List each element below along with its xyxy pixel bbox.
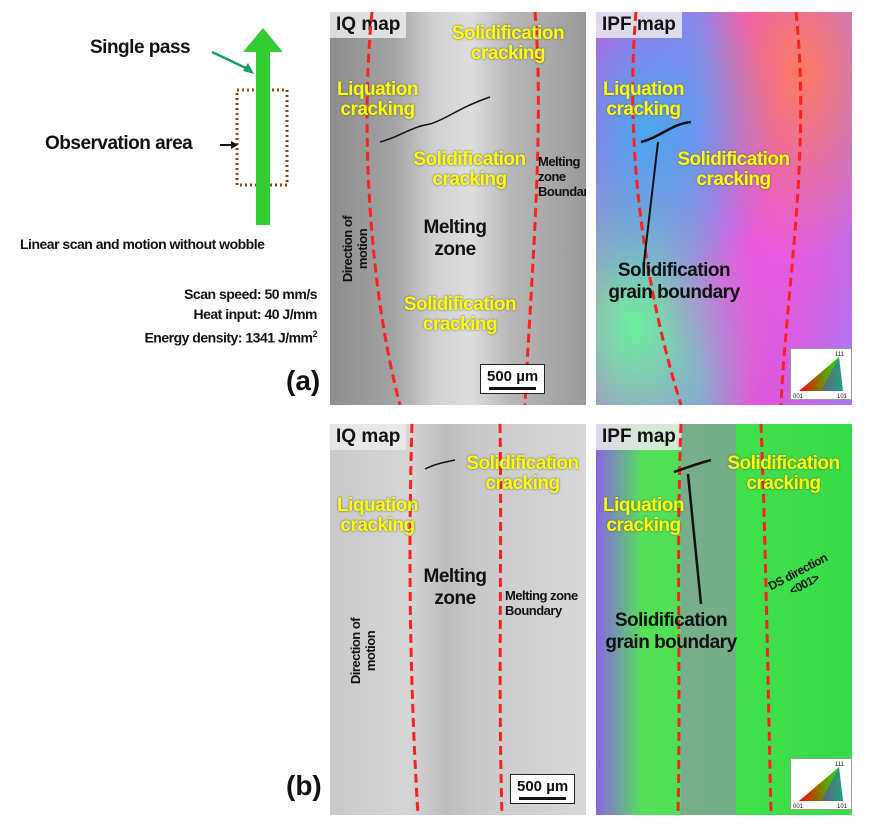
panel-b-iq-map: IQ map Solidification cracking Liquation… <box>330 424 586 815</box>
energy-density-value: Energy density: 1341 J/mm <box>144 329 313 346</box>
legend-101: 101 <box>837 394 848 399</box>
panel-b-label: (b) <box>286 770 322 801</box>
legend-111: 111 <box>835 352 845 358</box>
solidification-cracking-label: Solidification cracking <box>466 453 579 494</box>
fusion-lines <box>673 424 773 815</box>
boundary-label: Melting zone Boundary <box>505 588 578 618</box>
grain-boundary-label: Solidification grain boundary <box>605 610 737 653</box>
panel-a-label: (a) <box>286 365 321 396</box>
parameters: Scan speed: 50 mm/s Heat input: 40 J/mm … <box>144 284 317 348</box>
iq-map-title: IQ map <box>330 12 407 38</box>
solidification-cracking-label: Solidification cracking <box>677 149 790 190</box>
ipf-color-legend: 111 001 101 <box>790 758 852 810</box>
grain-boundary-label: Solidification grain boundary <box>608 260 740 303</box>
solidification-cracking-label: Solidification cracking <box>403 294 517 335</box>
liquation-cracking-label: Liquation cracking <box>603 79 684 120</box>
boundary-label: Melting zone Boundary <box>538 154 586 199</box>
direction-of-motion-label: Direction of motion <box>340 215 370 283</box>
liquation-cracking-label: Liquation cracking <box>337 495 418 536</box>
fusion-lines <box>631 12 803 405</box>
legend-101: 101 <box>837 804 848 809</box>
legend-001: 001 <box>793 804 804 809</box>
panel-b-ipf-map: IPF map Solidification cracking Liquatio… <box>596 424 852 815</box>
fusion-lines <box>365 12 540 405</box>
scale-bar: 500 µm <box>480 364 546 394</box>
panel-a-iq-map: IQ map Solidification cracking Liquation… <box>330 12 586 405</box>
solidification-cracking-label: Solidification cracking <box>413 149 526 190</box>
liquation-cracking-label: Liquation cracking <box>603 495 684 536</box>
solidification-cracking-label: Solidification cracking <box>727 453 840 494</box>
scan-mode-label: Linear scan and motion without wobble <box>20 236 265 252</box>
ipf-color-legend: 111 001 101 <box>790 348 852 400</box>
scale-bar: 500 µm <box>510 774 576 804</box>
melting-zone-label: Melting zone <box>423 217 488 260</box>
schematic-drawing <box>211 28 289 225</box>
iq-map-title: IQ map <box>330 424 407 450</box>
melting-zone-label: Melting zone <box>423 566 488 609</box>
legend-111: 111 <box>835 762 845 768</box>
ipf-map-title: IPF map <box>596 424 682 450</box>
direction-of-motion-label: Direction of motion <box>348 617 378 685</box>
scan-arrow-shaft <box>256 50 270 225</box>
observation-area-label: Observation area <box>45 133 193 154</box>
energy-density-exponent: 2 <box>312 329 317 339</box>
liquation-cracking-label: Liquation cracking <box>337 79 418 120</box>
legend-001: 001 <box>793 394 804 399</box>
ipf-map-title: IPF map <box>596 12 682 38</box>
energy-density: Energy density: 1341 J/mm2 <box>144 324 317 348</box>
fusion-lines <box>408 424 504 815</box>
scan-speed: Scan speed: 50 mm/s <box>184 286 317 302</box>
single-pass-pointer <box>211 50 251 72</box>
panel-a-ipf-map: IPF map Liquation cracking Solidificatio… <box>596 12 852 405</box>
heat-input: Heat input: 40 J/mm <box>193 306 317 322</box>
solidification-cracking-label: Solidification cracking <box>451 23 565 64</box>
single-pass-label: Single pass <box>90 37 191 58</box>
scan-arrow-head <box>243 28 283 52</box>
